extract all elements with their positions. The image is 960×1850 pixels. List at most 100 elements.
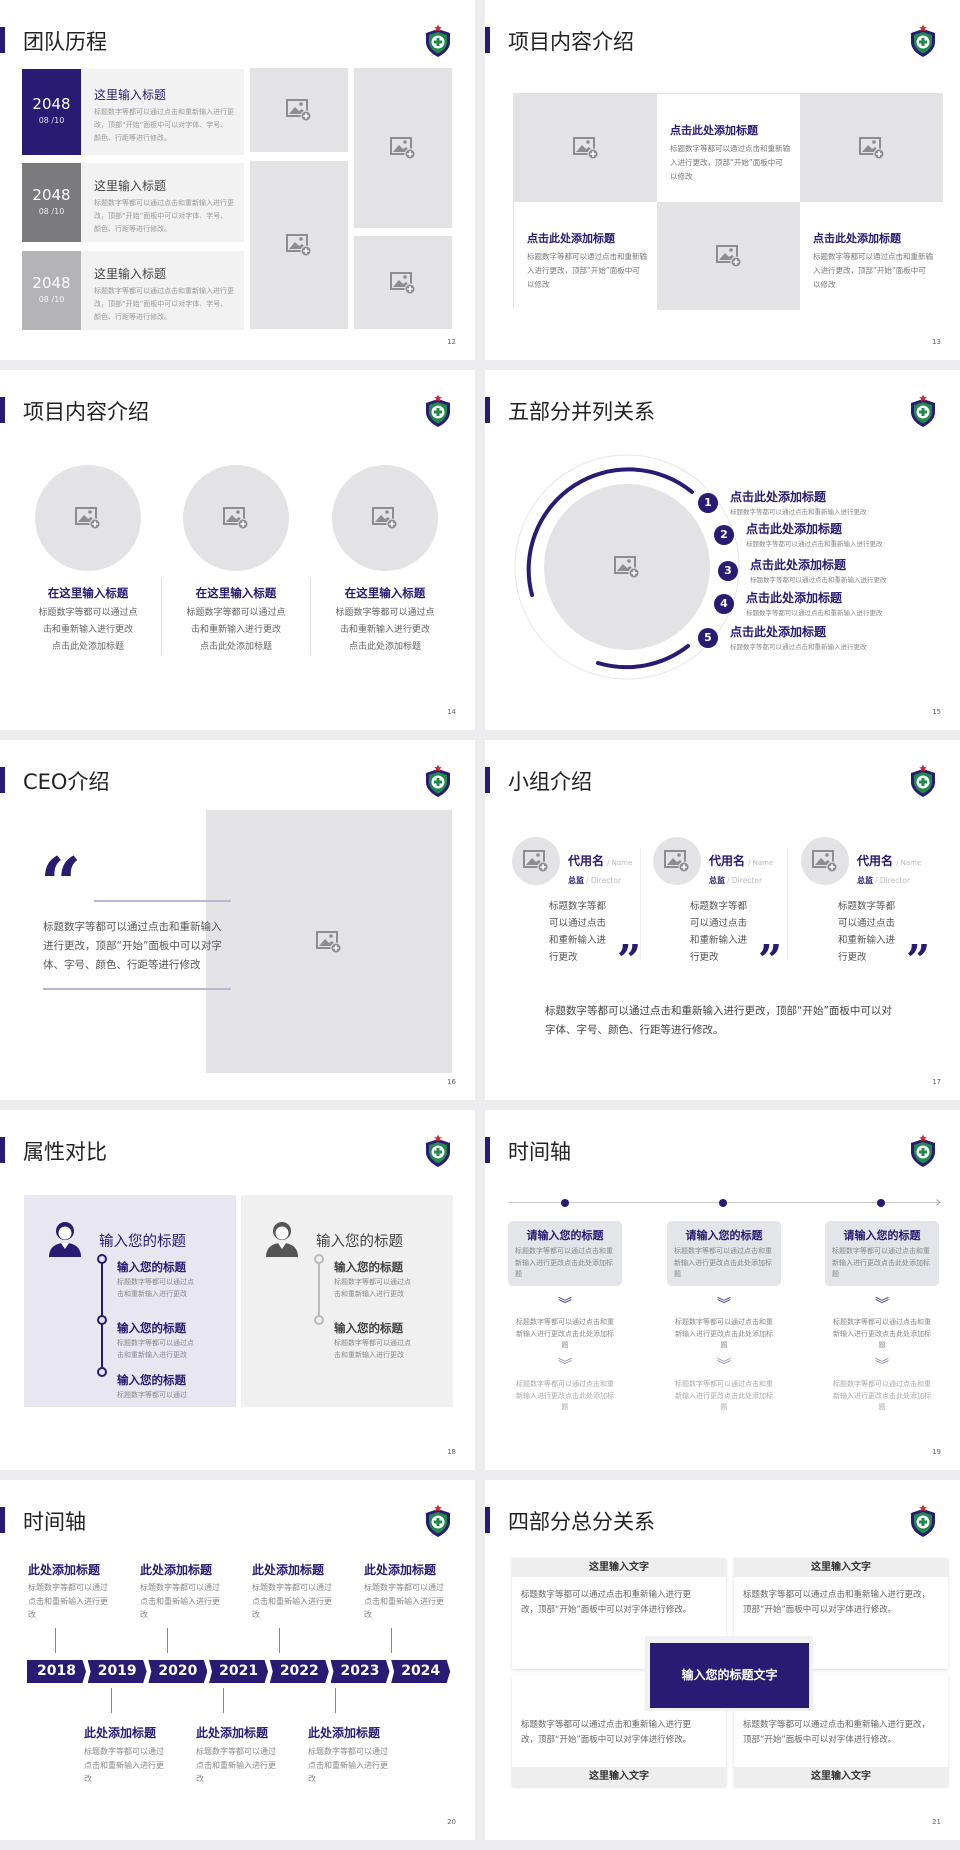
timeline-dot [719,1199,727,1207]
page-number: 15 [932,708,941,716]
slide-15[interactable]: 五部分并列关系 15 1 点击此处添加标题 标题数字等都可以通过点击和重新输入进行更改 2… [485,370,960,730]
member-name-row: 代用名 / Name [568,850,632,869]
timeline-line [101,1258,103,1371]
image-add-icon [858,136,885,160]
image-placeholder[interactable] [250,68,348,152]
card-text: 标题数字等都可以通过点击和重新输入进行更改点击此处添加标题 [674,1247,772,1278]
date: 08 /10 [38,116,65,125]
date-box: 2048 08 /10 [22,69,81,155]
item-title: 输入您的标题 [334,1260,403,1274]
page-number: 17 [932,1078,941,1086]
image-placeholder[interactable] [800,94,943,202]
year-segment[interactable]: 2024 [391,1660,451,1683]
title-accent-bar [0,27,5,53]
item-heading: 点击此处添加标题 [730,625,827,639]
person-icon [265,1220,299,1262]
image-placeholder[interactable] [354,236,452,329]
slide-16[interactable]: CEO介绍 16 “标题数字等都可以通过点击和重新输入进行更改，顶部“开始”面板中可… [0,740,475,1100]
timeline-node [314,1315,324,1325]
slide-13[interactable]: 项目内容介绍 13 点击此处添加标题 标题数字等都可以通过点击和重新输入进行更改，顶部… [485,0,960,360]
slide-title: 项目内容介绍 [508,30,634,54]
member-text: 标题数字等都可以通过点击和重新输入进行更改 [549,901,607,963]
image-placeholder[interactable] [35,465,141,571]
date-box: 2048 08 /10 [22,251,81,330]
connector-line [167,1628,168,1653]
event-text: 标题数字等都可以通过点击和重新输入进行更改 [364,1583,444,1619]
card-text: 标题数字等都可以通过点击和重新输入进行更改，顶部“开始”面板中可以修改 [670,144,790,181]
slide-18[interactable]: 属性对比 18 输入您的标题 输入您的标题 标题数字等都可以通过点击和重新输入进行更改输… [0,1110,475,1470]
item-title: 输入您的标题 [334,1321,403,1335]
card-text: 标题数字等都可以通过点击和重新输入进行更改，顶部“开始”面板中可以修改 [813,252,933,289]
card-heading: 点击此处添加标题 [813,232,901,245]
image-placeholder[interactable] [544,484,710,650]
slide-title: 团队历程 [23,30,107,54]
column-text-line: 标题数字等都可以通过点 [38,608,138,618]
panel-heading: 输入您的标题 [316,1234,403,1250]
member-role: 总监 [568,876,584,885]
quadrant-text: 标题数字等都可以通过点击和重新输入进行更改，顶部“开始”面板中可以对字体进行修改… [521,1590,692,1615]
logo-shield-icon [423,394,453,428]
item-text: 标题数字等都可以通过点击和重新输入进行更改 [746,609,883,617]
content-column: 在这里输入标题 标题数字等都可以通过点 击和重新输入进行更改 点击此处添加标题 [18,585,158,656]
history-item: 这里输入标题 标题数字等都可以通过点击和重新输入进行更改，顶部“开始”面板中可以对… [81,251,244,330]
date: 08 /10 [38,294,65,304]
member-role-en: / Director [727,876,763,885]
column-text-line: 标题数字等都可以通过点 [335,608,435,618]
event-heading: 此处添加标题 [252,1563,325,1577]
slide-20[interactable]: 时间轴 20 2018 2019 2020 2021 2022 2023 2024 此处添加标题标… [0,1480,475,1840]
image-add-icon [316,930,342,954]
quadrant-label: 这里输入文字 [734,1558,948,1577]
slide-19[interactable]: 时间轴 19 › 请输入您的标题 标题数字等都可以通过点击和重新输入进行更改点击此处添加… [485,1110,960,1470]
image-placeholder[interactable] [512,837,560,885]
slide-title: 时间轴 [23,1510,86,1534]
image-placeholder[interactable] [514,94,657,202]
year: 2048 [32,273,71,292]
slide-21[interactable]: 四部分总分关系 21 这里输入文字 标题数字等都可以通过点击和重新输入进行更改，顶部“… [485,1480,960,1840]
page-number: 19 [932,1448,941,1456]
year-segment[interactable]: 2023 [330,1660,390,1683]
step-text: 标题数字等都可以通过点击和重新输入进行更改点击此处添加标题 [833,1318,931,1349]
quadrant-label: 这里输入文字 [512,1558,726,1577]
item-text: 标题数字等都可以通过点击和重新输入进行更改 [746,540,883,548]
member-role: 总监 [857,876,873,885]
image-placeholder[interactable] [332,465,438,571]
image-placeholder[interactable] [653,837,701,885]
list-item: 点击此处添加标题 标题数字等都可以通过点击和重新输入进行更改 [730,488,930,516]
slide-12[interactable]: 团队历程 12 2048 08 /10 这里输入标题 标题数字等都可以通过点击和重新输入进… [0,0,475,360]
page-number: 13 [932,338,941,346]
image-placeholder[interactable] [206,810,452,1073]
slide-14[interactable]: 项目内容介绍 14 在这里输入标题 标题数字等都可以通过点 击和重新输入进行更改 点击此处… [0,370,475,730]
image-placeholder[interactable] [354,68,452,228]
item-title: 输入您的标题 [117,1260,186,1274]
image-add-icon [390,136,416,160]
title-accent-bar [0,1137,5,1163]
logo-shield-icon [908,1134,938,1168]
slide-17[interactable]: 小组介绍 17 代用名 / Name 总监 / Director 标题数字等都可以通过点击和… [485,740,960,1100]
image-placeholder[interactable] [183,465,289,571]
quadrant-text: 标题数字等都可以通过点击和重新输入进行更改，顶部“开始”面板中可以对字体进行修改… [521,1720,692,1745]
title-accent-bar [0,767,5,793]
member-role-en: / Director [875,876,911,885]
history-item: 这里输入标题 标题数字等都可以通过点击和重新输入进行更改，顶部“开始”面板中可以对… [81,163,244,242]
timeline-node [314,1254,324,1264]
column-heading: 在这里输入标题 [195,586,277,600]
year-segment[interactable]: 2021 [209,1660,269,1683]
card-heading: 点击此处添加标题 [527,232,615,245]
year-segment[interactable]: 2019 [87,1660,147,1683]
year-segment[interactable]: 2020 [148,1660,208,1683]
item-text: 标题数字等都可以通过点击和重新输入进行更改 [730,643,867,651]
quadrant-text: 标题数字等都可以通过点击和重新输入进行更改，顶部“开始”面板中可以对字体进行修改… [743,1720,931,1745]
event-heading: 此处添加标题 [308,1726,381,1740]
year-segment[interactable]: 2018 [27,1660,86,1683]
event-heading: 此处添加标题 [140,1563,213,1577]
item-heading: 这里输入标题 [94,178,167,193]
slide-title: 五部分并列关系 [508,400,655,424]
timeline-node [97,1315,107,1325]
member-text: 标题数字等都可以通过点击和重新输入进行更改 [838,901,896,963]
year-segment[interactable]: 2022 [269,1660,329,1683]
image-placeholder[interactable] [801,837,849,885]
image-placeholder[interactable] [250,161,348,329]
event-heading: 此处添加标题 [84,1726,157,1740]
image-placeholder[interactable] [657,202,800,310]
quadrant-label: 这里输入文字 [512,1767,726,1786]
